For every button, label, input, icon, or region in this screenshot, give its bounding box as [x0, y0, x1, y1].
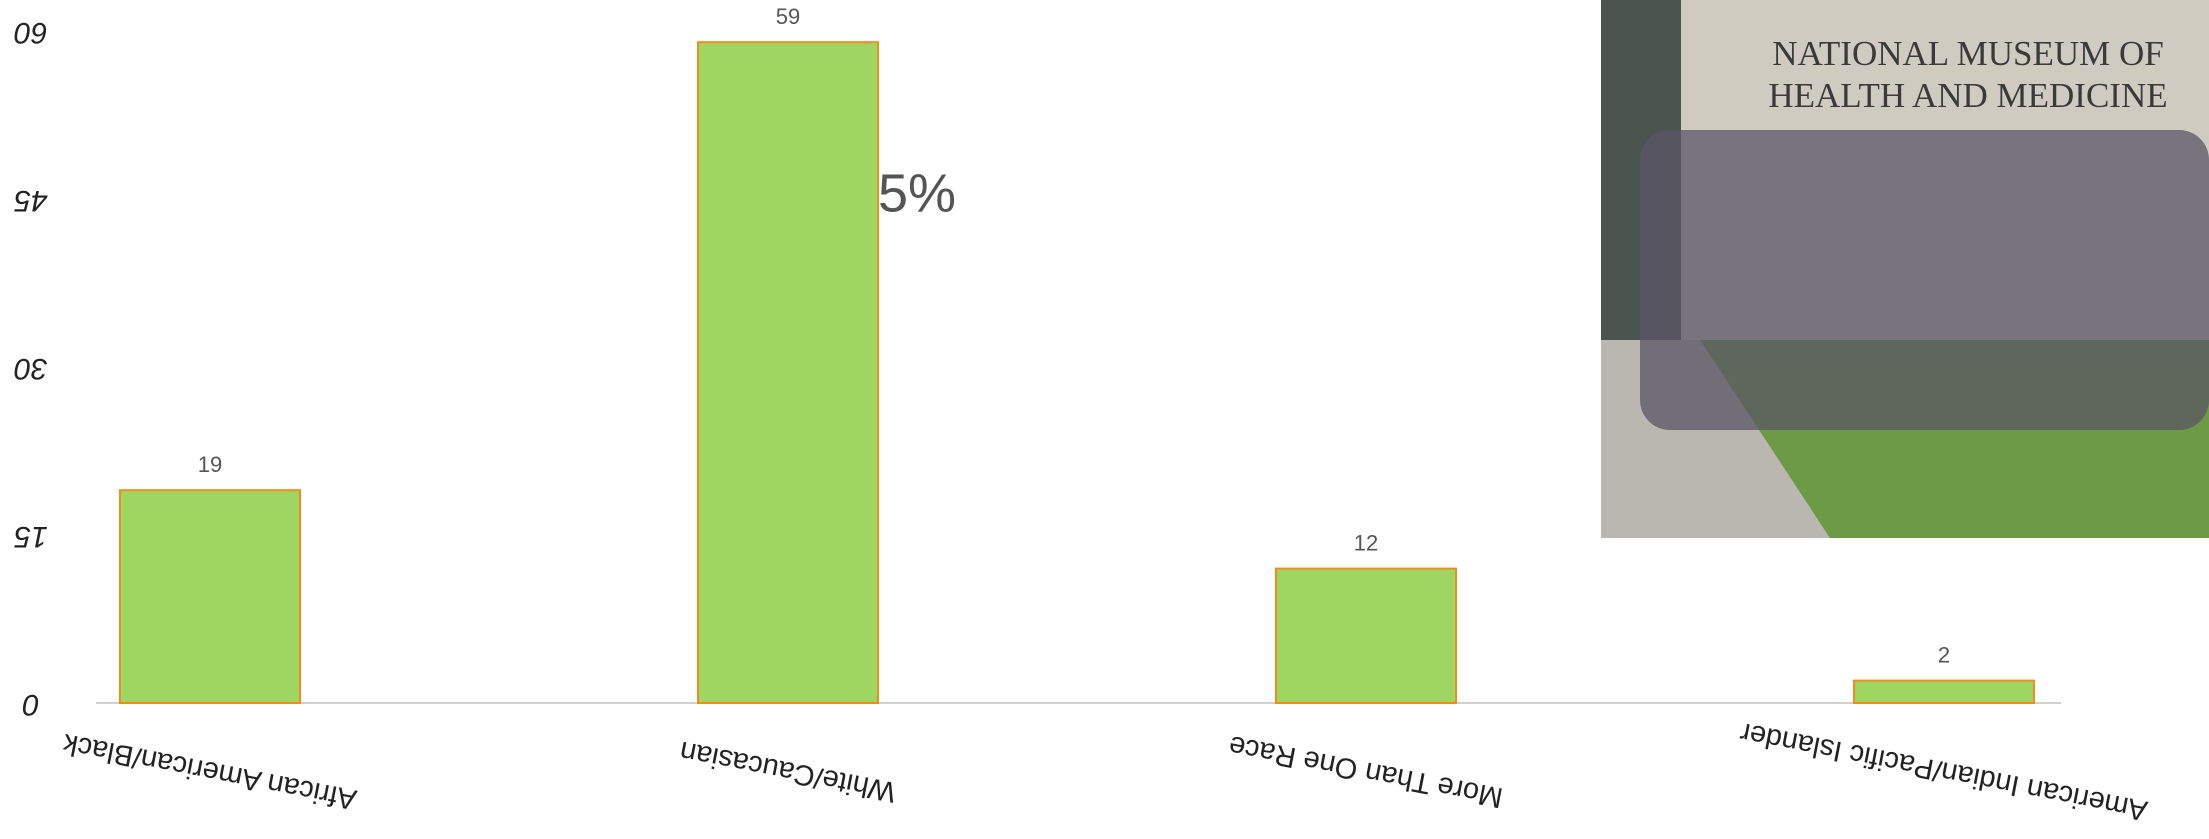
- photo: NATIONAL MUSEUM OF HEALTH AND MEDICINE: [1601, 0, 2209, 538]
- y-tick-label: 15: [14, 520, 48, 553]
- bar: [119, 489, 301, 705]
- y-tick-label: 45: [14, 184, 48, 217]
- x-tick-label: American Indian/Pacific Islander: [1737, 716, 2150, 827]
- y-tick-label: 0: [22, 688, 39, 721]
- photo-sign: NATIONAL MUSEUM OF: [1772, 34, 2164, 73]
- x-tick-label: African American/Black: [60, 727, 359, 815]
- bar: [697, 41, 879, 704]
- x-tick-label: White/Caucasian: [677, 735, 898, 808]
- y-tick-label: 30: [14, 352, 48, 385]
- bar: [1853, 679, 2035, 704]
- value-label: 2: [1938, 642, 1950, 667]
- value-label: 12: [1354, 530, 1378, 555]
- bar: [1275, 567, 1457, 704]
- x-tick-label: More Than One Race: [1226, 729, 1505, 814]
- photo-sign: HEALTH AND MEDICINE: [1768, 76, 2167, 115]
- value-label: 19: [198, 452, 222, 477]
- photo-group: [1640, 130, 2209, 430]
- y-tick-label: 60: [14, 16, 48, 49]
- value-label: 59: [776, 4, 800, 29]
